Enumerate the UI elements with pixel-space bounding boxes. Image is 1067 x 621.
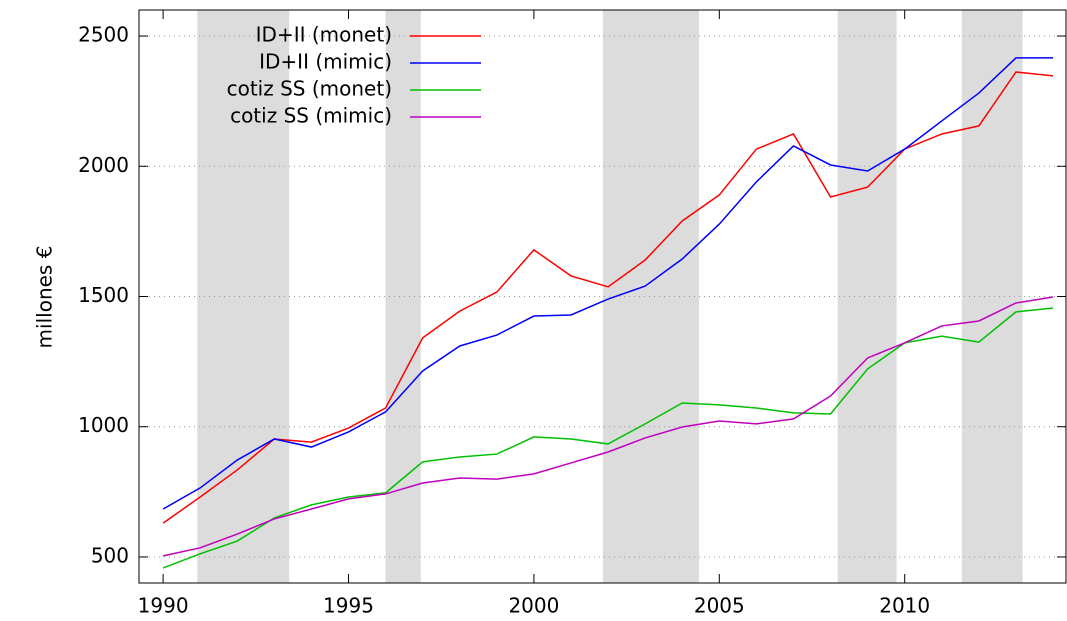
legend-label: cotiz SS (monet) [227, 77, 392, 101]
x-tick-label: 2010 [879, 594, 930, 618]
shaded-region [961, 10, 1023, 583]
x-tick-label: 1990 [138, 594, 189, 618]
data-line [162, 296, 1054, 557]
x-tick-label: 1995 [323, 594, 374, 618]
data-line [162, 57, 1054, 510]
y-axis-label: millones € [33, 246, 57, 349]
y-tick-label: 2500 [78, 23, 129, 47]
legend-label: ID+II (mimic) [259, 50, 392, 74]
legend-label: cotiz SS (mimic) [230, 104, 392, 128]
y-tick-label: 500 [91, 543, 129, 567]
plot-frame [138, 9, 1067, 584]
legend-label: ID+II (monet) [256, 23, 392, 47]
y-tick-label: 1000 [78, 413, 129, 437]
x-tick-label: 2005 [694, 594, 745, 618]
y-tick-label: 1500 [78, 283, 129, 307]
x-tick-label: 2000 [508, 594, 559, 618]
y-tick-label: 2000 [78, 153, 129, 177]
shaded-region [837, 10, 897, 583]
shaded-region [602, 10, 699, 583]
